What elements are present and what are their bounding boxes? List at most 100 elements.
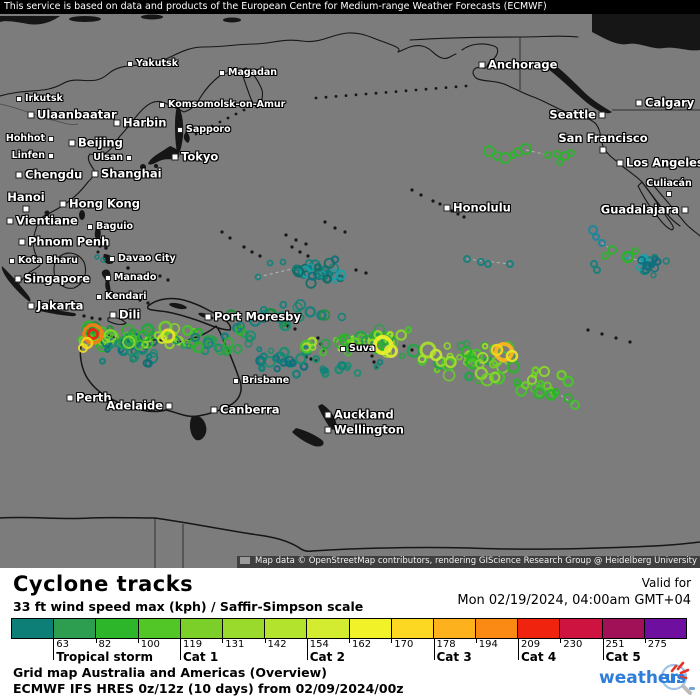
scale-tick xyxy=(433,638,435,660)
city-label: Auckland xyxy=(334,407,394,422)
scale-value-label: 100 xyxy=(140,639,160,650)
track-point-coral-sea-teal xyxy=(273,365,281,373)
city-label: Wellington xyxy=(334,422,404,437)
city-square-icon xyxy=(340,346,346,352)
track-feature xyxy=(505,349,519,363)
track-point-solomons-teal xyxy=(236,321,245,331)
city-label: Culiacán xyxy=(646,178,692,189)
track-feature xyxy=(598,239,606,247)
track-point-micronesia-teal xyxy=(335,269,347,281)
city-label: Seattle xyxy=(549,107,596,122)
city-square-icon xyxy=(59,200,67,208)
map-canvas[interactable]: Yakutsk Magadan Irkutsk Ulaanbaatar Komsomol… xyxy=(0,14,700,568)
city-label: Perth xyxy=(76,390,112,405)
island-dot xyxy=(343,230,347,234)
scale-value-label: 131 xyxy=(225,639,245,650)
track-feature xyxy=(607,245,617,255)
island-dot xyxy=(242,108,246,112)
track-point-coral-sea-teal xyxy=(267,347,275,355)
city-square-icon xyxy=(210,406,218,414)
city-square-icon xyxy=(14,275,22,283)
island-dot xyxy=(354,268,358,272)
city-square-icon xyxy=(616,159,624,167)
map-svg xyxy=(0,14,700,568)
cyclone-tracks-layer xyxy=(77,143,670,410)
island-dot xyxy=(202,128,206,132)
track-point-coral-sea-teal xyxy=(291,369,301,379)
scale-value-label: 194 xyxy=(478,639,498,650)
track-feature xyxy=(567,149,575,157)
track-point-solomons-teal xyxy=(245,311,255,321)
island-dot xyxy=(324,95,328,99)
scale-category-label: Tropical storm xyxy=(56,650,154,664)
city-label: Jakarta xyxy=(37,298,84,313)
track-feature xyxy=(499,152,511,164)
track-feature xyxy=(553,150,561,158)
scale-tick xyxy=(644,638,646,643)
sun-rays-icon xyxy=(670,661,690,680)
island-dot xyxy=(158,274,162,278)
island-dot xyxy=(334,95,338,98)
city-label: San Francisco xyxy=(558,131,648,145)
track-point-fiji-band xyxy=(374,324,385,335)
city-square-icon xyxy=(324,426,332,434)
scale-labels: 63 Tropical storm 82 100 119 Cat 1 131 142 154 Ca… xyxy=(11,638,687,666)
island-dot xyxy=(614,336,618,340)
island-dot xyxy=(354,93,358,97)
city-square-icon xyxy=(68,139,76,147)
city-label: Davao City xyxy=(118,253,176,265)
track-feature xyxy=(490,343,504,357)
track-point-solomons-teal xyxy=(296,313,305,322)
city-square-icon xyxy=(126,155,132,161)
island-dot xyxy=(138,298,142,302)
track-point-east-band xyxy=(488,359,498,369)
track-point-fiji-band xyxy=(369,330,380,340)
track-point-micronesia-teal xyxy=(323,257,335,269)
scale-category-label: Cat 1 xyxy=(183,650,219,664)
island-dot xyxy=(370,354,374,358)
city-label: Hohhot xyxy=(5,133,45,145)
city-square-icon xyxy=(22,205,30,213)
coastlines-layer xyxy=(0,14,700,568)
scale-value-label: 142 xyxy=(267,639,287,650)
weather-us-logo[interactable]: weather. us xyxy=(598,656,696,698)
track-feature xyxy=(87,328,99,340)
valid-time: Mon 02/19/2024, 04:00am GMT+04 xyxy=(457,593,691,608)
city-square-icon xyxy=(324,411,332,419)
track-point-solomons-teal xyxy=(319,309,331,321)
track-point-southeast-tail xyxy=(531,366,540,375)
city-label: Yakutsk xyxy=(136,58,179,70)
island-dot xyxy=(298,250,302,254)
track-point-top-end-band xyxy=(245,330,257,342)
scale-value-label: 162 xyxy=(352,639,372,650)
track-point-fiji-band xyxy=(319,348,328,357)
valid-for-label: Valid for xyxy=(641,576,691,590)
track-point-fiji-band xyxy=(395,329,407,341)
track-point-top-end-band xyxy=(192,341,205,354)
island-dot xyxy=(234,112,238,116)
city-square-icon xyxy=(443,204,451,212)
track-point-southeast-tail xyxy=(515,384,528,397)
scale-segment-0 xyxy=(12,619,54,638)
scale-segment-3 xyxy=(137,619,180,638)
track-point-micronesia-teal xyxy=(307,271,318,281)
track-point-solomons-teal xyxy=(304,306,316,318)
island-dot xyxy=(419,193,423,197)
city-square-icon xyxy=(48,153,54,159)
track-point-north-australia-band xyxy=(137,329,151,343)
track-point-southeast-tail xyxy=(556,369,567,381)
city-label: Hanoi xyxy=(7,190,45,204)
track-connector xyxy=(466,258,511,265)
track-point-north-australia-band xyxy=(129,334,138,343)
city-square-icon xyxy=(598,111,606,119)
scale-segment-8 xyxy=(348,619,391,638)
track-point-east-band xyxy=(465,355,480,370)
track-feature xyxy=(590,260,598,268)
track-point-solomons-teal xyxy=(276,316,284,324)
scale-value-label: 82 xyxy=(98,639,112,650)
city-label: Anchorage xyxy=(488,57,558,72)
track-point-coral-sea-teal xyxy=(264,356,276,368)
city-square-icon xyxy=(91,170,99,178)
track-point-fiji-band xyxy=(348,337,361,350)
island-dot xyxy=(294,238,298,242)
